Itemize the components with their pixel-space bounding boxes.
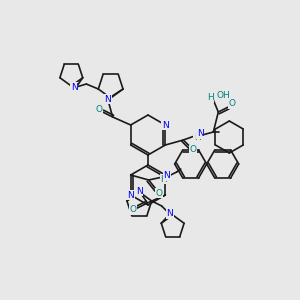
- Text: N: N: [163, 172, 170, 181]
- Text: H: H: [160, 175, 167, 184]
- Text: N: N: [127, 190, 134, 200]
- Text: N: N: [71, 82, 78, 91]
- Text: N: N: [104, 94, 111, 103]
- Text: O: O: [190, 146, 197, 154]
- Text: N: N: [166, 209, 173, 218]
- Text: O: O: [95, 104, 102, 113]
- Text: O: O: [229, 100, 236, 109]
- Text: N: N: [136, 187, 143, 196]
- Text: H: H: [207, 94, 214, 103]
- Text: N: N: [197, 130, 204, 139]
- Text: OH: OH: [216, 91, 230, 100]
- Text: O: O: [155, 188, 162, 197]
- Text: O: O: [130, 206, 137, 214]
- Text: H: H: [194, 134, 201, 142]
- Text: N: N: [162, 121, 169, 130]
